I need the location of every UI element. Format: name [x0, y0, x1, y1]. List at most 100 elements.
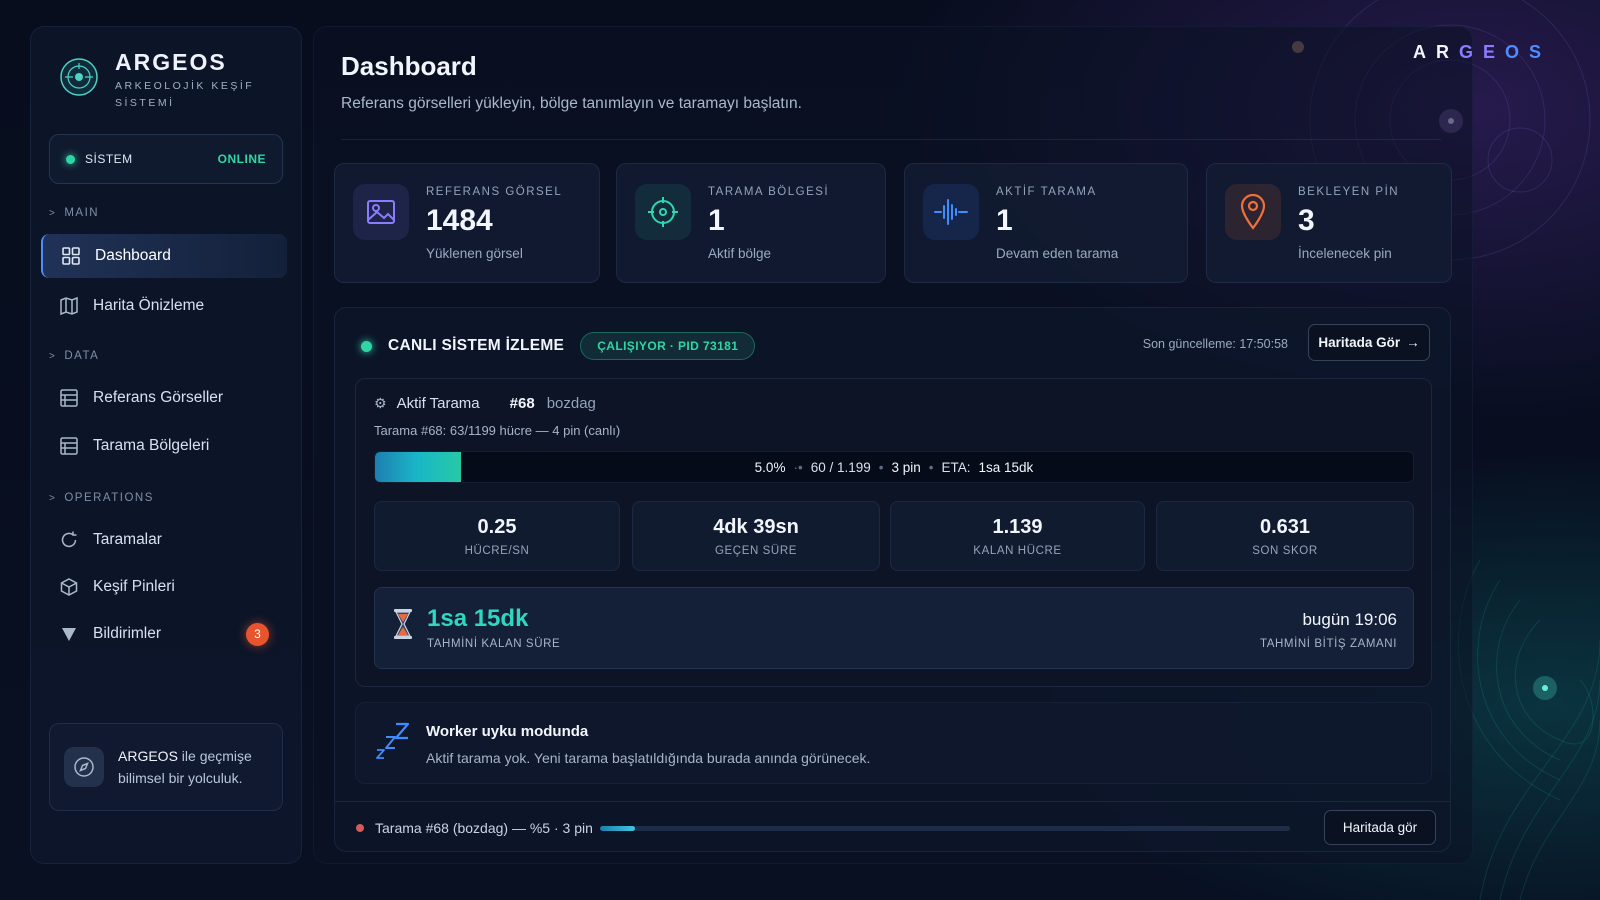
progress-eta-value: 1sa 15dk — [978, 459, 1034, 475]
sidebar-item-label: Taramalar — [93, 531, 162, 548]
worker-title: Worker uyku modunda — [426, 723, 589, 740]
sidebar-item-label: Tarama Bölgeleri — [93, 437, 210, 454]
live-header: CANLI SİSTEM İZLEME ÇALIŞIYOR · PID 7318… — [361, 332, 756, 360]
waveform-icon — [923, 184, 979, 240]
worker-status-card: Worker uyku modunda Aktif tarama yok. Ye… — [355, 702, 1432, 784]
sidebar-item-kesif-pinleri[interactable]: Keşif Pinleri — [41, 565, 287, 609]
sidebar-item-harita-onizleme[interactable]: Harita Önizleme — [41, 284, 287, 328]
image-icon — [353, 184, 409, 240]
active-scan-card: ⚙ Aktif Tarama #68 bozdag Tarama #68: 63… — [355, 378, 1432, 687]
button-label: Haritada Gör — [1318, 335, 1401, 350]
stat-card-referans-gorsel[interactable]: REFERANS GÖRSEL 1484 Yüklenen görsel — [334, 163, 600, 283]
sidebar-item-tarama-bolgeleri[interactable]: Tarama Bölgeleri — [41, 424, 287, 468]
eta-end-value: bugün 19:06 — [1302, 610, 1397, 629]
progress-text: 5.0% ·• 60 / 1.199 • 3 pin • ETA: 1sa 15… — [375, 452, 1413, 482]
progress-eta-label: ETA: — [941, 459, 971, 475]
funnel-icon — [62, 628, 76, 641]
stat-label: BEKLEYEN PİN — [1298, 186, 1400, 198]
stat-card-bekleyen-pin[interactable]: BEKLEYEN PİN 3 İncelenecek pin — [1206, 163, 1452, 283]
progress-percent: 5.0% — [754, 459, 786, 475]
grid-icon — [62, 247, 80, 265]
microscope-icon: ⚙ — [374, 395, 387, 411]
page-title: Dashboard — [341, 51, 477, 81]
metric-elapsed-time: 4dk 39sn GEÇEN SÜRE — [632, 501, 880, 571]
live-monitor-panel: CANLI SİSTEM İZLEME ÇALIŞIYOR · PID 7318… — [334, 307, 1451, 852]
view-on-map-small-button[interactable]: Haritada gör — [1324, 810, 1436, 845]
brand-subtitle: ARKEOLOJİK KEŞİF SİSTEMİ — [115, 80, 255, 109]
nav-section-main: > MAIN — [49, 207, 100, 219]
sleep-zzz-icon — [376, 722, 410, 759]
scan-detail: Tarama #68: 63/1199 hücre — 4 pin (canlı… — [374, 423, 621, 438]
eta-remaining-label: TAHMİNİ KALAN SÜRE — [427, 638, 561, 650]
divider — [341, 139, 1441, 140]
scan-summary-text: Tarama #68 (bozdag) — %5 · 3 pin — [375, 820, 593, 836]
progress-pins: 3 pin — [891, 459, 921, 475]
sidebar-item-bildirimler[interactable]: Bildirimler 3 — [41, 612, 287, 656]
metric-value: 0.631 — [1259, 516, 1311, 538]
sidebar-item-label: Bildirimler — [93, 625, 162, 642]
scan-summary-progress — [600, 826, 1290, 831]
compass-logo-icon — [60, 58, 98, 96]
metric-cells-per-second: 0.25 HÜCRE/SN — [374, 501, 620, 571]
refresh-icon — [61, 531, 77, 548]
promo-text: ARGEOS ile geçmişe bilimsel bir yolculuk… — [118, 748, 252, 786]
page-subtitle: Referans görselleri yükleyin, bölge tanı… — [341, 95, 802, 112]
scan-number: #68 — [509, 395, 535, 412]
sidebar-item-label: Dashboard — [95, 247, 171, 264]
worker-desc: Aktif tarama yok. Yeni tarama başlatıldı… — [426, 750, 871, 766]
stat-card-aktif-tarama[interactable]: AKTİF TARAMA 1 Devam eden tarama — [904, 163, 1188, 283]
metric-last-score: 0.631 SON SKOR — [1156, 501, 1414, 571]
sidebar-item-taramalar[interactable]: Taramalar — [41, 518, 287, 562]
brand-name: ARGEOS — [115, 49, 227, 75]
running-status-badge: ÇALIŞIYOR · PID 73181 — [580, 332, 756, 360]
scan-title: ⚙ Aktif Tarama #68 bozdag — [374, 395, 596, 412]
metric-label: HÜCRE/SN — [464, 545, 530, 557]
view-on-map-button[interactable]: Haritada Gör → — [1308, 324, 1430, 361]
sidebar-item-referans-gorseller[interactable]: Referans Görseller — [41, 376, 287, 420]
nav-section-operations: > OPERATIONS — [49, 492, 154, 504]
button-label: Haritada gör — [1342, 820, 1418, 835]
separator-dot: ·• — [793, 459, 803, 475]
separator-dot: • — [928, 459, 934, 475]
map-icon — [60, 296, 78, 316]
list-icon — [60, 437, 78, 455]
stat-card-tarama-bolgesi[interactable]: TARAMA BÖLGESİ 1 Aktif bölge — [616, 163, 886, 283]
scan-label: Aktif Tarama — [396, 395, 480, 412]
stat-label: REFERANS GÖRSEL — [426, 186, 563, 198]
main-content: Dashboard Referans görselleri yükleyin, … — [313, 26, 1473, 864]
eta-card: 1sa 15dk TAHMİNİ KALAN SÜRE bugün 19:06 … — [374, 587, 1414, 669]
status-dot-icon — [356, 824, 364, 832]
stat-label: AKTİF TARAMA — [996, 186, 1097, 198]
stat-label: TARAMA BÖLGESİ — [708, 186, 830, 198]
arrow-right-icon: → — [1406, 335, 1420, 350]
metric-label: SON SKOR — [1252, 545, 1318, 557]
crosshair-icon — [635, 184, 691, 240]
eta-remaining-value: 1sa 15dk — [427, 605, 529, 632]
stat-value: 1 — [996, 204, 1013, 237]
status-dot-icon — [66, 154, 75, 164]
system-label: SİSTEM — [85, 152, 133, 166]
stat-value: 3 — [1298, 204, 1315, 237]
stat-value: 1484 — [426, 204, 493, 237]
live-title: CANLI SİSTEM İZLEME — [388, 337, 565, 354]
brand: ARGEOS ARKEOLOJİK KEŞİF SİSTEMİ — [59, 49, 265, 112]
scan-region: bozdag — [546, 395, 596, 412]
promo-card: ARGEOS ile geçmişe bilimsel bir yolculuk… — [49, 723, 283, 811]
notification-count-badge: 3 — [246, 622, 269, 646]
separator-dot: • — [878, 459, 884, 475]
sidebar-item-dashboard[interactable]: Dashboard — [41, 234, 287, 278]
list-icon — [60, 389, 78, 407]
cube-icon — [60, 578, 78, 596]
progress-fill — [375, 452, 462, 482]
metric-value: 4dk 39sn — [713, 516, 799, 538]
scan-summary-row: Tarama #68 (bozdag) — %5 · 3 pin Haritad… — [335, 801, 1450, 851]
top-brand-logo: ARGEOS — [1413, 42, 1552, 62]
sidebar: ARGEOS ARKEOLOJİK KEŞİF SİSTEMİ SİSTEM O… — [30, 26, 302, 864]
scan-progress-bar: 5.0% ·• 60 / 1.199 • 3 pin • ETA: 1sa 15… — [374, 451, 1414, 483]
nav-section-data: > DATA — [49, 350, 100, 362]
progress-fill — [600, 826, 635, 831]
map-pin-icon — [1225, 184, 1281, 240]
hourglass-icon — [394, 609, 412, 639]
metric-remaining-cells: 1.139 KALAN HÜCRE — [890, 501, 1145, 571]
metric-label: GEÇEN SÜRE — [714, 545, 798, 557]
